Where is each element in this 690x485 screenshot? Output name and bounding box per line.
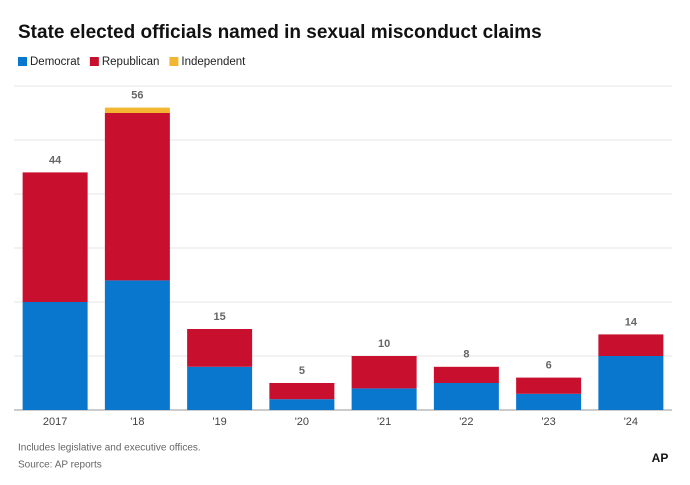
bar-segment <box>516 393 582 410</box>
x-tick-label: '19 <box>212 416 226 428</box>
x-tick-label: '22 <box>459 416 473 428</box>
legend-label: Republican <box>102 56 160 68</box>
x-tick-label: '20 <box>295 416 309 428</box>
x-tick-label: 2017 <box>43 416 67 428</box>
bar-segment <box>516 377 582 394</box>
bar-segment <box>187 329 253 367</box>
total-label: 56 <box>131 90 143 102</box>
note: Includes legislative and executive offic… <box>18 443 201 454</box>
bar-segment <box>433 366 499 383</box>
bar-segment <box>22 172 88 302</box>
legend-swatch <box>18 57 27 66</box>
legend-swatch <box>89 57 99 66</box>
chart-title: State elected officials named in sexual … <box>18 22 542 43</box>
bar-segment <box>269 383 335 400</box>
total-label: 6 <box>546 360 552 372</box>
bar-segment <box>269 399 335 410</box>
bar-segment <box>351 388 417 410</box>
bar-segment <box>104 280 170 410</box>
source: Source: AP reports <box>18 460 102 471</box>
bar-segment <box>433 383 499 410</box>
bar-segment <box>187 366 253 410</box>
bar-segment <box>598 356 664 410</box>
logo: AP <box>652 451 669 465</box>
total-label: 10 <box>378 338 390 350</box>
legend-label: Independent <box>181 56 246 68</box>
total-label: 15 <box>214 311 226 323</box>
total-label: 44 <box>49 154 62 166</box>
total-label: 14 <box>625 316 638 328</box>
x-tick-label: '18 <box>130 416 144 428</box>
x-tick-label: '23 <box>541 416 555 428</box>
bar-segment <box>598 334 664 356</box>
bar-segment <box>351 356 417 389</box>
bar-segment <box>22 302 88 410</box>
total-label: 5 <box>299 365 305 377</box>
bar-segment <box>104 107 170 113</box>
bar-segment <box>104 113 170 281</box>
x-tick-label: '21 <box>377 416 391 428</box>
total-label: 8 <box>463 349 469 361</box>
x-tick-label: '24 <box>624 416 638 428</box>
legend-label: Democrat <box>30 56 81 68</box>
legend-swatch <box>169 57 179 66</box>
